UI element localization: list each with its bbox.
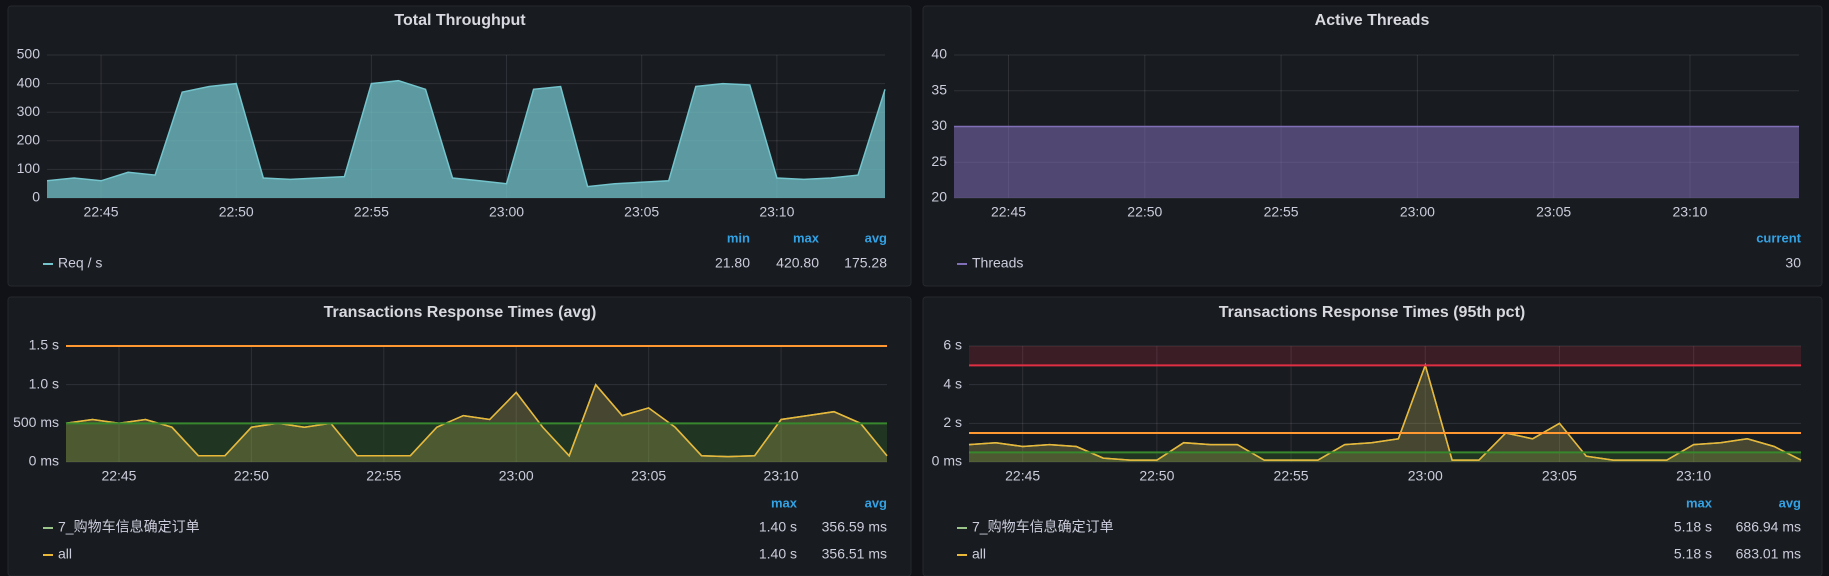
x-tick-label: 22:55 bbox=[354, 204, 389, 220]
x-tick-label: 22:45 bbox=[991, 204, 1026, 220]
series-line bbox=[968, 362, 1802, 461]
y-tick-label: 0 ms bbox=[29, 453, 59, 469]
y-tick-label: 100 bbox=[17, 160, 41, 176]
panel bbox=[7, 296, 912, 576]
x-tick-label: 22:50 bbox=[234, 468, 269, 484]
legend-column-header[interactable]: avg bbox=[1779, 495, 1801, 510]
legend-stat: 5.18 s bbox=[1674, 546, 1712, 562]
y-tick-label: 4 s bbox=[943, 375, 962, 391]
y-tick-label: 35 bbox=[931, 81, 947, 97]
x-tick-label: 22:55 bbox=[1274, 468, 1309, 484]
y-tick-label: 6 s bbox=[943, 337, 962, 353]
y-tick-label: 30 bbox=[931, 117, 947, 133]
y-tick-label: 2 s bbox=[943, 414, 962, 430]
x-tick-label: 22:50 bbox=[219, 204, 254, 220]
legend-column-header[interactable]: max bbox=[793, 230, 820, 245]
y-tick-label: 1.5 s bbox=[29, 337, 59, 353]
y-tick-label: 400 bbox=[17, 74, 41, 90]
legend-name[interactable]: Req / s bbox=[58, 255, 102, 271]
x-tick-label: 22:45 bbox=[1005, 468, 1040, 484]
x-tick-label: 22:50 bbox=[1127, 204, 1162, 220]
x-tick-label: 23:05 bbox=[1536, 204, 1571, 220]
legend-stat: 683.01 ms bbox=[1736, 546, 1801, 562]
y-tick-label: 0 ms bbox=[932, 453, 962, 469]
series-area bbox=[47, 80, 885, 198]
panel-title[interactable]: Transactions Response Times (95th pct) bbox=[1219, 304, 1525, 321]
legend-stat: 420.80 bbox=[776, 255, 819, 271]
threshold-region bbox=[969, 346, 1801, 366]
y-tick-label: 500 bbox=[17, 46, 41, 62]
x-tick-label: 23:10 bbox=[764, 468, 799, 484]
series-line bbox=[65, 383, 888, 458]
y-tick-label: 25 bbox=[931, 153, 947, 169]
x-tick-label: 23:05 bbox=[631, 468, 666, 484]
x-tick-label: 23:00 bbox=[1400, 204, 1435, 220]
legend-stat: 30 bbox=[1785, 255, 1801, 271]
y-tick-label: 300 bbox=[17, 103, 41, 119]
x-tick-label: 22:55 bbox=[1264, 204, 1299, 220]
x-tick-label: 23:10 bbox=[1676, 468, 1711, 484]
panel-title[interactable]: Total Throughput bbox=[394, 12, 526, 29]
x-tick-label: 23:05 bbox=[1542, 468, 1577, 484]
legend-name[interactable]: Threads bbox=[972, 255, 1023, 271]
panel bbox=[922, 296, 1823, 576]
panel-title[interactable]: Transactions Response Times (avg) bbox=[324, 304, 597, 321]
legend-column-header[interactable]: current bbox=[1756, 230, 1801, 245]
x-tick-label: 23:00 bbox=[1408, 468, 1443, 484]
y-tick-label: 500 ms bbox=[13, 414, 59, 430]
legend-stat: 356.59 ms bbox=[822, 519, 887, 535]
y-tick-label: 1.0 s bbox=[29, 375, 59, 391]
x-tick-label: 22:45 bbox=[101, 468, 136, 484]
legend-column-header[interactable]: avg bbox=[865, 495, 887, 510]
x-tick-label: 22:50 bbox=[1139, 468, 1174, 484]
x-tick-label: 22:45 bbox=[84, 204, 119, 220]
x-tick-label: 23:10 bbox=[759, 204, 794, 220]
series-area bbox=[954, 126, 1799, 198]
legend-name[interactable]: all bbox=[972, 546, 986, 562]
legend-stat: 175.28 bbox=[844, 255, 887, 271]
legend-column-header[interactable]: max bbox=[1686, 495, 1713, 510]
legend-column-header[interactable]: min bbox=[727, 230, 750, 245]
x-tick-label: 23:00 bbox=[499, 468, 534, 484]
legend-column-header[interactable]: avg bbox=[865, 230, 887, 245]
y-tick-label: 0 bbox=[32, 189, 40, 205]
x-tick-label: 23:05 bbox=[624, 204, 659, 220]
legend-stat: 21.80 bbox=[715, 255, 750, 271]
x-tick-label: 22:55 bbox=[366, 468, 401, 484]
panel-title[interactable]: Active Threads bbox=[1315, 12, 1430, 29]
legend-name[interactable]: 7_购物车信息确定订单 bbox=[972, 519, 1114, 535]
x-tick-label: 23:10 bbox=[1672, 204, 1707, 220]
legend-stat: 356.51 ms bbox=[822, 546, 887, 562]
legend-column-header[interactable]: max bbox=[771, 495, 798, 510]
legend-stat: 5.18 s bbox=[1674, 519, 1712, 535]
y-tick-label: 40 bbox=[931, 46, 947, 62]
legend-stat: 686.94 ms bbox=[1736, 519, 1801, 535]
x-tick-label: 23:00 bbox=[489, 204, 524, 220]
y-tick-label: 200 bbox=[17, 132, 41, 148]
series-line bbox=[46, 79, 886, 188]
panel bbox=[7, 5, 912, 287]
legend-name[interactable]: 7_购物车信息确定订单 bbox=[58, 519, 200, 535]
legend-stat: 1.40 s bbox=[759, 519, 797, 535]
legend-name[interactable]: all bbox=[58, 546, 72, 562]
y-tick-label: 20 bbox=[931, 189, 947, 205]
threshold-region bbox=[969, 452, 1801, 462]
legend-stat: 1.40 s bbox=[759, 546, 797, 562]
